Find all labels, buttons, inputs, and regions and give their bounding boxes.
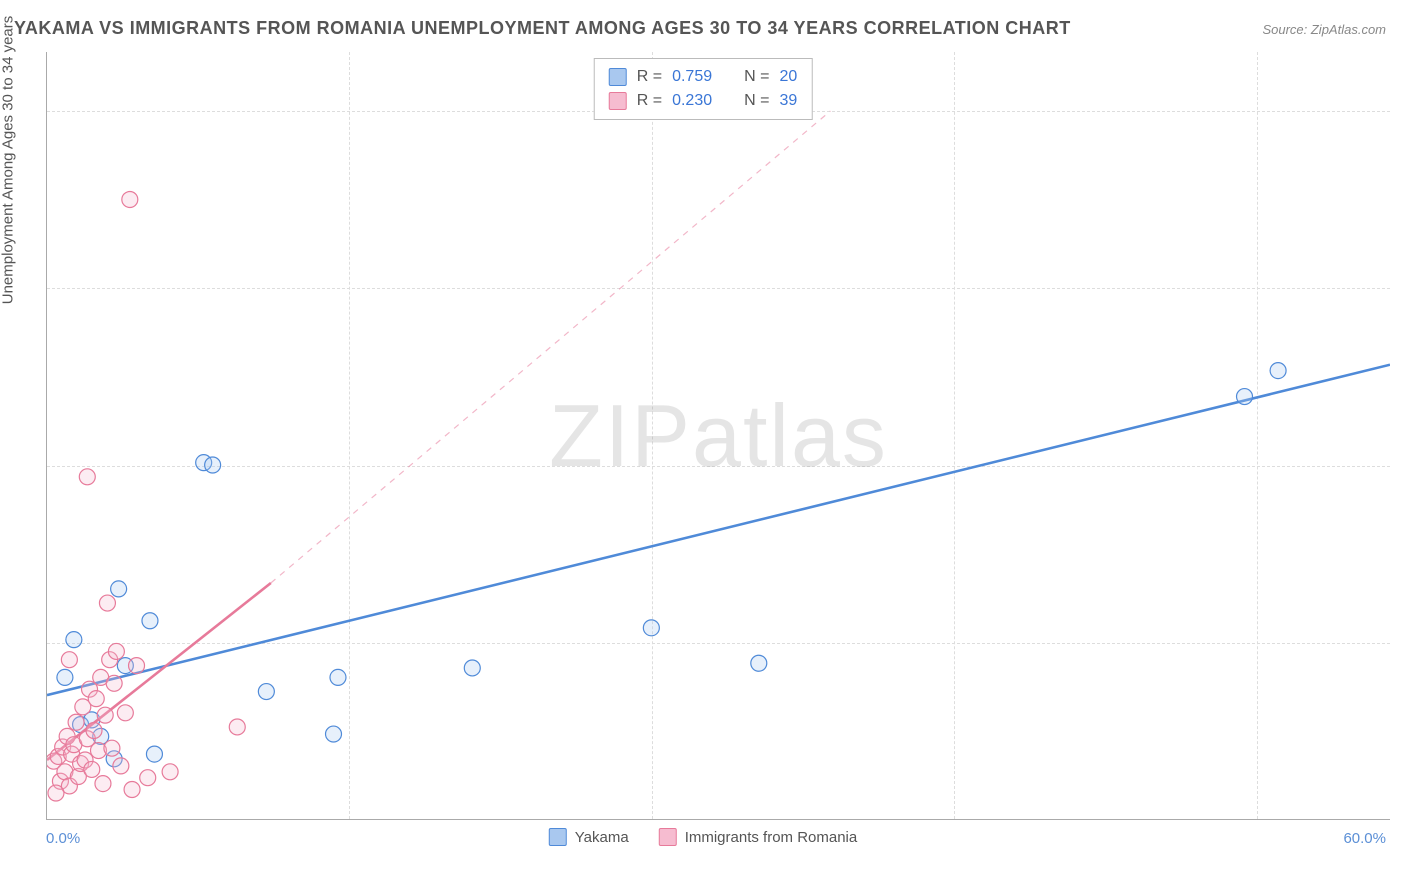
data-point-romania xyxy=(70,769,86,785)
data-point-yakama xyxy=(73,717,89,733)
legend-label-yakama: Yakama xyxy=(575,829,629,846)
data-point-romania xyxy=(95,776,111,792)
gridline-v xyxy=(1257,52,1258,819)
data-point-yakama xyxy=(1237,389,1253,405)
data-point-romania xyxy=(122,192,138,208)
stat-r-value: 0.759 xyxy=(672,65,712,89)
gridline-v xyxy=(349,52,350,819)
data-point-romania xyxy=(102,652,118,668)
stats-legend-box: R = 0.759 N = 20 R = 0.230 N = 39 xyxy=(594,58,813,120)
stat-n-value: 20 xyxy=(779,65,797,89)
chart-svg xyxy=(47,52,1390,819)
data-point-romania xyxy=(99,595,115,611)
data-point-romania xyxy=(66,737,82,753)
legend-label-romania: Immigrants from Romania xyxy=(685,829,858,846)
data-point-yakama xyxy=(464,660,480,676)
data-point-romania xyxy=(93,669,109,685)
data-point-romania xyxy=(61,652,77,668)
source-attribution: Source: ZipAtlas.com xyxy=(1262,22,1386,37)
data-point-romania xyxy=(59,728,75,744)
data-point-romania xyxy=(84,761,100,777)
data-point-romania xyxy=(124,782,140,798)
swatch-yakama xyxy=(609,68,627,86)
data-point-romania xyxy=(47,753,62,769)
data-point-romania xyxy=(113,758,129,774)
watermark-text: ZIPatlas xyxy=(549,385,888,487)
x-tick-max: 60.0% xyxy=(1343,830,1386,847)
stat-n-label: N = xyxy=(744,89,769,113)
data-point-romania xyxy=(57,764,73,780)
data-point-yakama xyxy=(111,581,127,597)
legend-swatch-romania xyxy=(659,828,677,846)
gridline-v xyxy=(954,52,955,819)
data-point-romania xyxy=(68,714,84,730)
gridline-v xyxy=(652,52,653,819)
stat-n-value: 39 xyxy=(779,89,797,113)
data-point-yakama xyxy=(84,712,100,728)
data-point-romania xyxy=(77,752,93,768)
data-point-romania xyxy=(106,675,122,691)
plot-area: ZIPatlas 15.0%30.0%45.0%60.0% xyxy=(46,52,1390,820)
watermark-bold: ZIP xyxy=(549,386,692,485)
data-point-romania xyxy=(79,469,95,485)
legend-item-romania: Immigrants from Romania xyxy=(659,828,858,846)
data-point-romania xyxy=(129,658,145,674)
y-axis-label: Unemployment Among Ages 30 to 34 years xyxy=(0,16,17,305)
legend-item-yakama: Yakama xyxy=(549,828,629,846)
trend-line-romania xyxy=(271,111,831,583)
gridline-h xyxy=(47,643,1390,644)
gridline-h xyxy=(47,466,1390,467)
data-point-romania xyxy=(75,699,91,715)
data-point-romania xyxy=(79,731,95,747)
bottom-legend: Yakama Immigrants from Romania xyxy=(549,828,857,846)
data-point-romania xyxy=(104,740,120,756)
stats-row-yakama: R = 0.759 N = 20 xyxy=(609,65,798,89)
stat-r-label: R = xyxy=(637,89,662,113)
trend-line-romania xyxy=(47,583,271,760)
data-point-romania xyxy=(61,778,77,794)
data-point-yakama xyxy=(142,613,158,629)
data-point-yakama xyxy=(66,632,82,648)
data-point-romania xyxy=(50,748,66,764)
data-point-yakama xyxy=(196,455,212,471)
data-point-yakama xyxy=(1270,363,1286,379)
legend-swatch-yakama xyxy=(549,828,567,846)
stat-r-value: 0.230 xyxy=(672,89,712,113)
data-point-yakama xyxy=(57,669,73,685)
data-point-yakama xyxy=(93,728,109,744)
chart-title: YAKAMA VS IMMIGRANTS FROM ROMANIA UNEMPL… xyxy=(14,18,1071,39)
data-point-romania xyxy=(73,756,89,772)
stat-r-label: R = xyxy=(637,65,662,89)
x-tick-min: 0.0% xyxy=(46,830,80,847)
data-point-romania xyxy=(86,723,102,739)
data-point-romania xyxy=(162,764,178,780)
data-point-romania xyxy=(64,746,80,762)
data-point-romania xyxy=(229,719,245,735)
data-point-romania xyxy=(52,773,68,789)
data-point-yakama xyxy=(106,751,122,767)
stats-row-romania: R = 0.230 N = 39 xyxy=(609,89,798,113)
data-point-romania xyxy=(90,743,106,759)
stat-n-label: N = xyxy=(744,65,769,89)
data-point-romania xyxy=(55,739,71,755)
data-point-romania xyxy=(82,681,98,697)
data-point-romania xyxy=(97,707,113,723)
data-point-yakama xyxy=(258,684,274,700)
data-point-romania xyxy=(108,643,124,659)
data-point-romania xyxy=(48,785,64,801)
data-point-yakama xyxy=(146,746,162,762)
gridline-h xyxy=(47,288,1390,289)
data-point-yakama xyxy=(751,655,767,671)
data-point-romania xyxy=(117,705,133,721)
trend-line-yakama xyxy=(47,365,1390,695)
data-point-romania xyxy=(140,770,156,786)
data-point-yakama xyxy=(330,669,346,685)
data-point-yakama xyxy=(326,726,342,742)
swatch-romania xyxy=(609,92,627,110)
data-point-yakama xyxy=(117,658,133,674)
watermark-thin: atlas xyxy=(692,386,888,485)
data-point-romania xyxy=(88,691,104,707)
